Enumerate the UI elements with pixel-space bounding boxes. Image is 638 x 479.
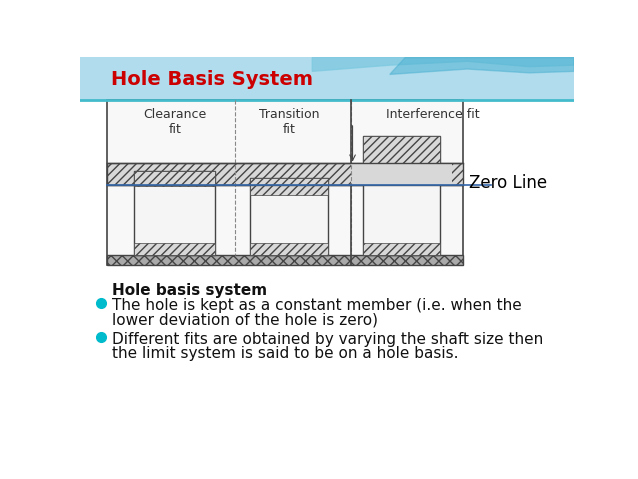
Bar: [134, 171, 216, 186]
Text: Hole basis system: Hole basis system: [112, 283, 267, 298]
Text: Clearance
fit: Clearance fit: [143, 107, 206, 136]
Text: lower deviation of the hole is zero): lower deviation of the hole is zero): [112, 312, 378, 327]
Polygon shape: [390, 57, 574, 74]
Polygon shape: [312, 57, 574, 71]
Text: Zero Line: Zero Line: [469, 174, 547, 192]
Bar: [107, 100, 463, 265]
Text: Different fits are obtained by varying the shaft size then: Different fits are obtained by varying t…: [112, 332, 544, 347]
Bar: [362, 136, 440, 163]
Text: the limit system is said to be on a hole basis.: the limit system is said to be on a hole…: [112, 346, 459, 361]
Polygon shape: [80, 57, 574, 94]
Bar: [250, 178, 328, 255]
Bar: [250, 243, 328, 255]
Bar: [134, 171, 216, 255]
Bar: [107, 163, 463, 184]
Text: Interference fit: Interference fit: [385, 107, 479, 121]
Text: Hole Basis System: Hole Basis System: [111, 69, 313, 89]
Bar: [362, 136, 440, 255]
Bar: [362, 243, 440, 255]
Bar: [107, 255, 463, 265]
Text: The hole is kept as a constant member (i.e. when the: The hole is kept as a constant member (i…: [112, 298, 522, 313]
Bar: [134, 243, 216, 255]
Bar: [250, 178, 328, 195]
Bar: [351, 163, 452, 184]
Text: Transition
fit: Transition fit: [259, 107, 319, 136]
Bar: [80, 100, 574, 426]
Bar: [80, 57, 574, 100]
